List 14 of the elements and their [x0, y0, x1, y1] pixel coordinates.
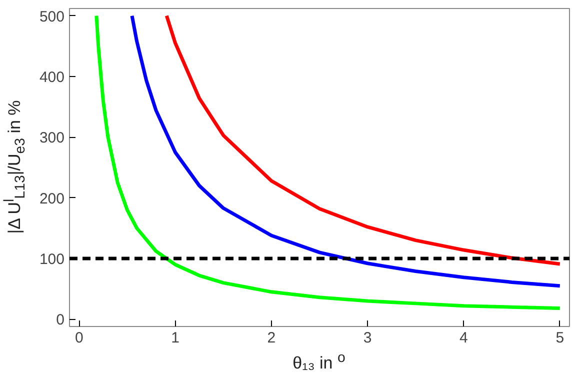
y-tick-label: 100 — [39, 251, 65, 268]
y-tick-label: 200 — [39, 190, 65, 208]
x-tick-label: 4 — [460, 330, 468, 346]
x-axis-title: θ₁₃ in $^{o}$ — [292, 349, 346, 375]
line-series — [164, 14, 562, 266]
x-tick-label: 1 — [171, 330, 180, 346]
y-tick-label: 500 — [39, 8, 65, 26]
y-tick-label: 0 — [56, 312, 64, 329]
x-tick-label: 2 — [267, 330, 276, 346]
x-tick-label: 0 — [74, 330, 84, 346]
y-tick-label: 400 — [39, 68, 65, 86]
y-tick-label: 300 — [39, 130, 65, 147]
x-tick-label: 3 — [363, 330, 372, 346]
x-tick-label: 5 — [556, 330, 564, 346]
